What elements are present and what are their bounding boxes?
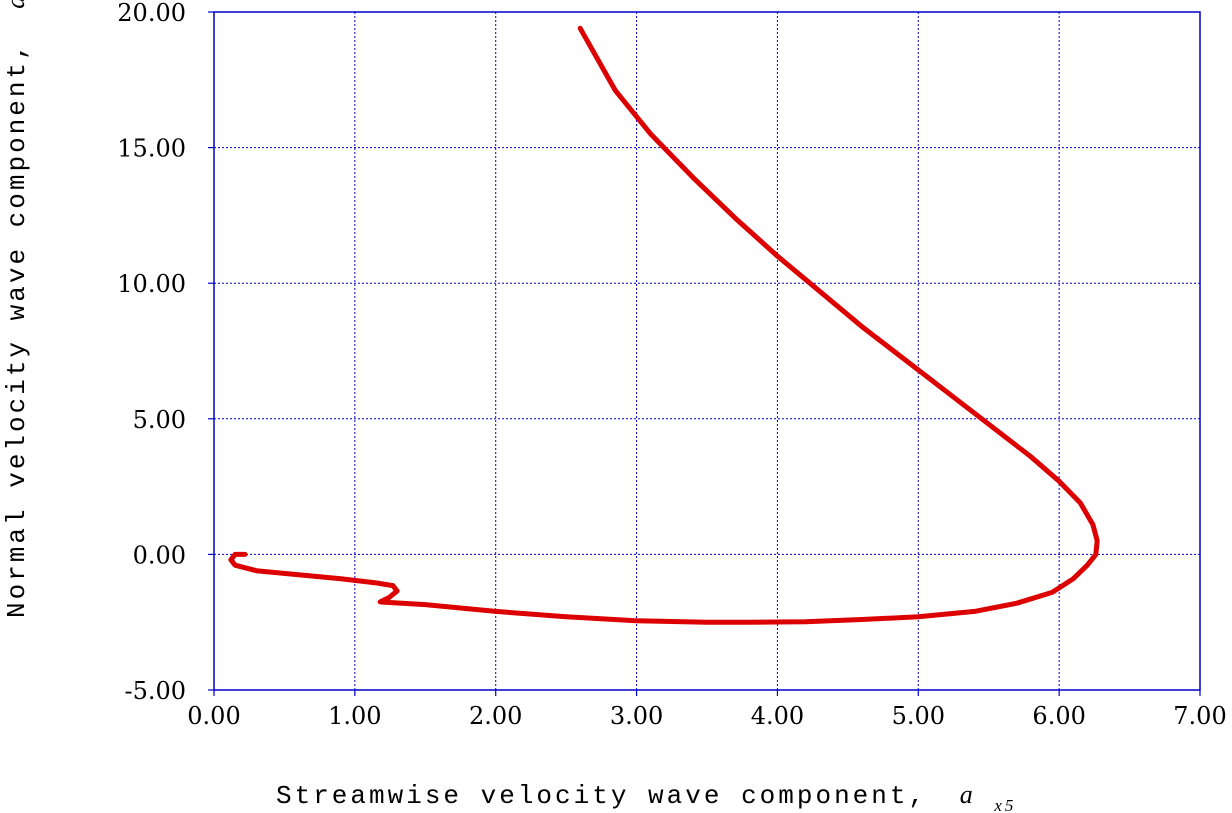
- data-series: [228, 25, 1100, 625]
- x-tick-label: 3.00: [610, 702, 663, 730]
- x-tick-label: 2.00: [469, 702, 522, 730]
- ticks: 0.00 1.00 2.00 3.00 4.00 5.00 6.00 7.00-5.000.0…: [117, 0, 1226, 730]
- y-tick-label: 5.00: [133, 406, 186, 434]
- series-line: [228, 25, 1100, 625]
- x-tick-label: 5.00: [892, 702, 945, 730]
- y-tick-label: 15.00: [117, 135, 186, 163]
- x-axis-title-text: Streamwise velocity wave component,: [276, 781, 927, 811]
- plot-frame: [213, 11, 1201, 691]
- y-axis-variable: a: [1, 0, 30, 9]
- grid: [214, 12, 1200, 690]
- x-tick-label: 1.00: [328, 702, 381, 730]
- y-tick-label: 20.00: [117, 0, 186, 27]
- x-tick-label: 0.00: [187, 702, 240, 730]
- x-axis-title: Streamwise velocity wave component, a x5: [276, 780, 1016, 813]
- y-tick-label: 10.00: [117, 270, 186, 298]
- y-tick-label: 0.00: [133, 541, 186, 569]
- x-axis-variable-subscript: x5: [993, 796, 1016, 813]
- x-tick-label: 6.00: [1032, 702, 1085, 730]
- x-tick-label: 4.00: [751, 702, 804, 730]
- y-axis-title: Normal velocity wave component, a y5: [1, 0, 36, 618]
- y-tick-label: -5.00: [124, 677, 186, 705]
- x-tick-label: 7.00: [1173, 702, 1226, 730]
- x-axis-variable: a: [960, 780, 976, 809]
- y-axis-title-text: Normal velocity wave component,: [2, 41, 32, 618]
